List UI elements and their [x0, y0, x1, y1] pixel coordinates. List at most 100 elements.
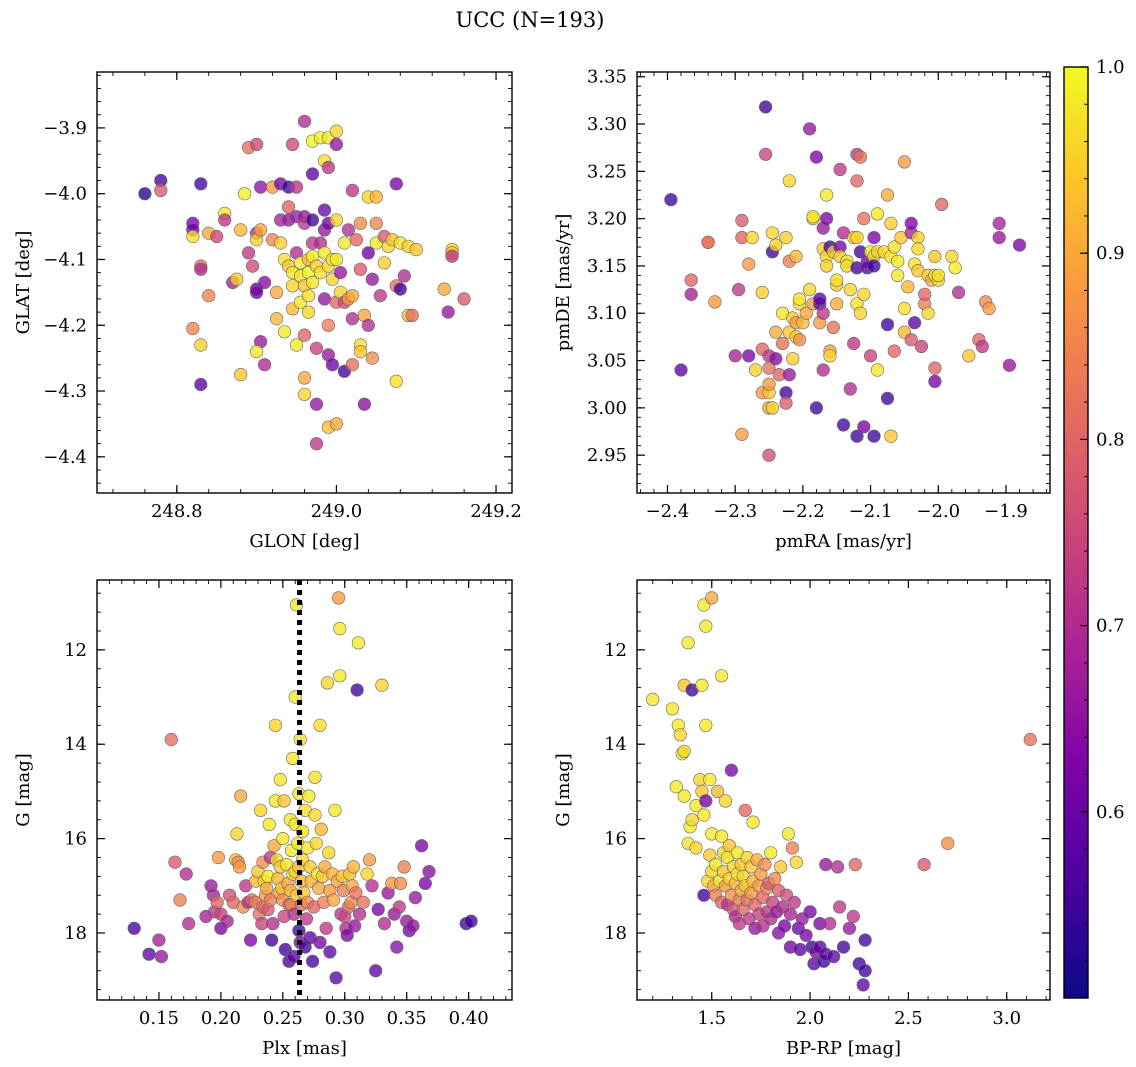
- data-point: [669, 780, 683, 794]
- y-tick-label: −4.4: [43, 447, 87, 468]
- data-point: [697, 888, 711, 902]
- data-point: [211, 850, 225, 865]
- x-axis-label: pmRA [mas/yr]: [775, 531, 912, 552]
- data-point: [857, 420, 871, 434]
- data-point: [173, 893, 187, 907]
- data-point: [1002, 358, 1017, 372]
- data-point: [891, 254, 905, 268]
- x-tick-label: 0.25: [263, 1008, 303, 1029]
- data-point: [323, 945, 337, 959]
- y-axis-label: G [mag]: [553, 753, 574, 826]
- x-tick-label: −2.4: [646, 501, 690, 522]
- y-tick-label: 16: [604, 829, 627, 850]
- data-point: [742, 349, 756, 363]
- data-point: [393, 876, 408, 891]
- data-point: [365, 351, 379, 365]
- data-point: [250, 137, 264, 151]
- x-axis-label: BP-RP [mag]: [786, 1038, 901, 1059]
- data-point: [277, 325, 292, 339]
- y-tick-label: 3.35: [587, 67, 627, 88]
- data-point: [142, 947, 156, 961]
- data-point: [277, 794, 291, 808]
- data-point: [152, 933, 166, 947]
- y-tick-label: 12: [64, 640, 87, 661]
- x-tick-label: 0.30: [325, 1008, 365, 1029]
- data-point: [813, 292, 827, 306]
- colorbar-ticks: 0.6 0.7 0.8 0.9 1.0: [1080, 57, 1125, 999]
- data-point: [309, 437, 324, 451]
- data-point: [408, 890, 423, 905]
- x-tick-label: 0.20: [201, 1008, 241, 1029]
- colorbar-tick-label: 0.9: [1096, 243, 1125, 264]
- data-point: [210, 229, 224, 244]
- data-point: [802, 283, 817, 297]
- data-point: [138, 187, 152, 201]
- data-point: [708, 295, 722, 309]
- data-point: [194, 262, 208, 276]
- data-point: [703, 848, 717, 862]
- data-point: [325, 358, 340, 372]
- data-point: [863, 349, 878, 363]
- data-point: [350, 683, 364, 697]
- data-point: [714, 829, 729, 843]
- data-point: [369, 964, 383, 978]
- data-point: [782, 368, 796, 382]
- data-point: [329, 213, 344, 227]
- data-point: [833, 162, 847, 176]
- x-tick-label: 3.0: [992, 1008, 1021, 1029]
- data-point: [746, 815, 760, 829]
- data-point: [850, 174, 864, 188]
- data-point: [321, 160, 336, 174]
- data-point: [830, 297, 844, 311]
- data-point: [773, 860, 788, 874]
- data-point: [258, 358, 272, 372]
- y-tick-label: 3.00: [587, 398, 627, 419]
- data-point: [793, 942, 807, 957]
- data-point: [819, 188, 834, 202]
- data-point: [337, 236, 352, 250]
- data-point: [329, 252, 344, 267]
- data-point: [340, 928, 354, 942]
- x-tick-label: 0.40: [449, 1008, 489, 1029]
- data-point: [349, 233, 364, 247]
- colorbar-tick-label: 0.6: [1096, 802, 1125, 823]
- data-point: [348, 919, 362, 933]
- data-point: [286, 751, 300, 766]
- data-point: [299, 912, 314, 926]
- data-point: [846, 909, 860, 924]
- y-tick-label: −4.0: [43, 184, 87, 205]
- data-point: [928, 361, 942, 375]
- x-axis-label: Plx [mas]: [262, 1038, 347, 1059]
- data-point: [353, 907, 367, 921]
- data-point: [281, 200, 296, 214]
- data-point: [738, 803, 752, 817]
- data-point: [857, 287, 871, 301]
- data-point: [276, 831, 290, 846]
- data-point: [857, 212, 871, 226]
- data-point: [710, 784, 725, 799]
- data-point: [250, 345, 264, 359]
- data-point: [962, 349, 976, 363]
- data-point: [830, 860, 845, 874]
- x-tick-label: 0.15: [139, 1008, 179, 1029]
- data-point: [329, 971, 343, 985]
- colorbar-tick-label: 1.0: [1096, 57, 1125, 78]
- data-point: [194, 338, 208, 352]
- y-tick-label: 3.10: [587, 303, 627, 324]
- data-point: [847, 336, 861, 351]
- data-point: [836, 940, 851, 954]
- data-point: [699, 794, 713, 808]
- data-point: [792, 333, 807, 347]
- data-point: [317, 292, 332, 306]
- x-tick-label: −2.2: [781, 501, 825, 522]
- data-point: [921, 306, 935, 320]
- data-point: [320, 676, 335, 690]
- colorbar-gradient: [1063, 66, 1089, 999]
- data-point: [397, 860, 411, 874]
- data-point: [673, 728, 687, 742]
- y-tick-label: 12: [604, 640, 627, 661]
- data-point: [843, 382, 857, 396]
- data-point: [313, 718, 327, 732]
- data-point: [705, 591, 719, 605]
